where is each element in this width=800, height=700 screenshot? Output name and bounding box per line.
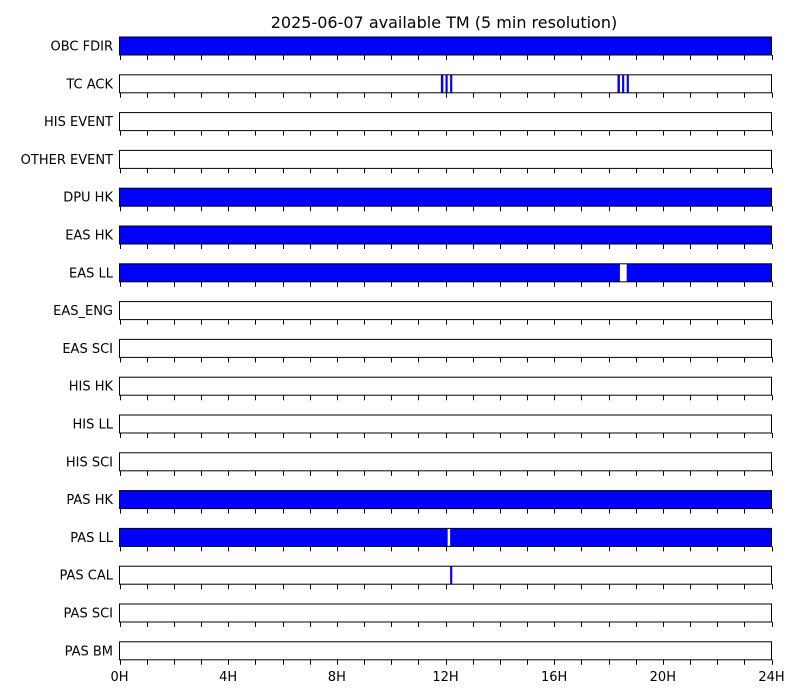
row-dpu-hk: DPU HK xyxy=(63,187,773,212)
row-frame xyxy=(119,301,772,321)
x-tick-label: 8H xyxy=(328,670,346,685)
row-frame xyxy=(119,263,772,283)
row-frame xyxy=(119,452,772,472)
row-label: EAS HK xyxy=(65,229,113,244)
x-axis: 0H 4H 8H 12H 16H 20H 24H xyxy=(110,670,784,685)
chart-title: 2025-06-07 available TM (5 min resolutio… xyxy=(271,13,617,32)
row-eas-sci: EAS SCI xyxy=(62,338,773,363)
row-frame xyxy=(119,603,772,623)
row-frame xyxy=(119,187,772,207)
row-label: PAS HK xyxy=(66,493,113,508)
row-label: HIS EVENT xyxy=(44,115,113,130)
row-pas-bm: PAS BM xyxy=(65,641,773,665)
row-frame xyxy=(119,565,772,585)
row-eas-eng: EAS_ENG xyxy=(53,301,773,325)
x-tick-label: 24H xyxy=(758,670,784,685)
availability-interval xyxy=(622,74,625,93)
availability-interval xyxy=(119,226,772,244)
availability-interval xyxy=(119,188,772,207)
row-frame xyxy=(119,527,772,547)
row-frame xyxy=(119,112,772,132)
row-frame xyxy=(119,36,772,56)
availability-interval xyxy=(119,490,772,509)
row-label: EAS_ENG xyxy=(53,304,113,319)
availability-interval xyxy=(445,74,448,93)
row-frame xyxy=(119,74,772,94)
row-his-ll: HIS LL xyxy=(73,414,773,438)
row-frame xyxy=(119,414,772,434)
availability-interval xyxy=(450,74,453,93)
row-label: PAS LL xyxy=(70,531,114,546)
row-frame xyxy=(119,641,772,661)
row-label: PAS CAL xyxy=(60,569,114,584)
row-pas-sci: PAS SCI xyxy=(64,603,773,627)
row-eas-ll: EAS LL xyxy=(69,263,773,287)
availability-interval xyxy=(617,74,620,93)
row-frame xyxy=(119,149,772,169)
row-his-sci: HIS SCI xyxy=(66,452,773,476)
row-label: OTHER EVENT xyxy=(21,153,113,168)
row-label: TC ACK xyxy=(65,77,113,92)
row-label: PAS BM xyxy=(65,644,113,659)
row-tc-ack: TC ACK xyxy=(65,74,773,98)
availability-interval xyxy=(119,528,448,547)
availability-interval xyxy=(450,528,772,547)
availability-interval xyxy=(440,74,444,93)
availability-interval xyxy=(626,263,772,282)
x-tick-label: 12H xyxy=(432,670,458,685)
row-label: HIS HK xyxy=(69,380,114,395)
row-label: HIS SCI xyxy=(66,455,113,470)
x-tick-label: 0H xyxy=(110,670,128,685)
row-frame xyxy=(119,338,772,358)
row-obc-fdir: OBC FDIR xyxy=(51,36,773,60)
row-label: PAS SCI xyxy=(64,607,113,622)
x-tick-label: 4H xyxy=(219,670,237,685)
row-pas-cal: PAS CAL xyxy=(60,565,773,590)
row-frame xyxy=(119,490,772,510)
row-eas-hk: EAS HK xyxy=(65,225,773,249)
row-label: EAS LL xyxy=(69,266,114,281)
availability-interval xyxy=(450,566,453,585)
row-label: DPU HK xyxy=(63,191,113,206)
x-tick-label: 16H xyxy=(541,670,567,685)
rows-group: OBC FDIR TC ACK HIS EVENT OTHER EVENT DPU HK… xyxy=(21,36,773,665)
row-pas-ll: PAS LL xyxy=(70,527,773,552)
row-his-event: HIS EVENT xyxy=(44,112,773,136)
row-label: EAS SCI xyxy=(62,342,113,357)
row-frame xyxy=(119,376,772,396)
row-other-event: OTHER EVENT xyxy=(21,149,773,174)
availability-interval xyxy=(119,263,620,282)
row-his-hk: HIS HK xyxy=(69,376,773,401)
row-pas-hk: PAS HK xyxy=(66,490,773,514)
availability-interval xyxy=(119,37,772,55)
row-label: HIS LL xyxy=(73,418,114,433)
availability-interval xyxy=(626,74,629,93)
row-frame xyxy=(119,225,772,245)
row-label: OBC FDIR xyxy=(51,40,114,55)
x-tick-label: 20H xyxy=(650,670,676,685)
